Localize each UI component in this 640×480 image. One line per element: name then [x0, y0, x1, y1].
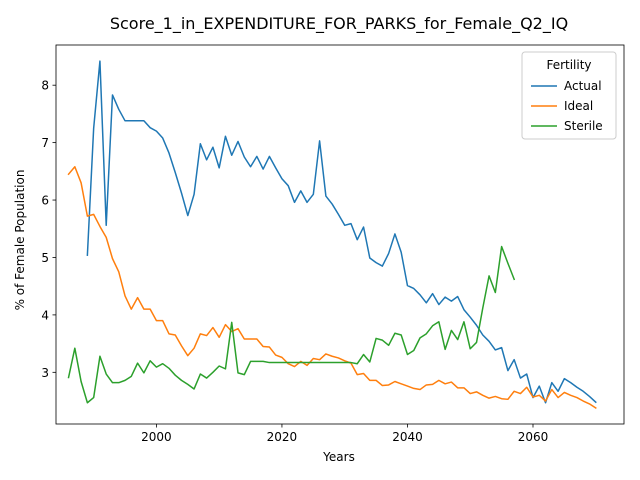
legend-box: [521, 51, 617, 140]
y-tick-label: 7: [41, 136, 49, 150]
series-lines: [67, 60, 597, 409]
plot-area: 2000 2020 2040 2060 3 4 5 6 7 8: [41, 44, 625, 444]
legend-label-ideal: Ideal: [564, 99, 593, 113]
y-tick-label: 5: [41, 251, 49, 265]
y-tick-label: 3: [41, 366, 49, 380]
x-axis-label: Years: [322, 450, 355, 464]
x-tick-label: 2040: [392, 430, 423, 444]
axes-frame: [55, 44, 625, 425]
legend-title: Fertility: [546, 58, 591, 72]
legend: Fertility Actual Ideal Sterile: [521, 51, 617, 140]
series-line-actual: [86, 60, 597, 404]
series-line-sterile: [67, 245, 516, 404]
x-tick-label: 2060: [518, 430, 549, 444]
y-tick-label: 4: [41, 308, 49, 322]
legend-label-sterile: Sterile: [564, 119, 603, 133]
y-tick-label: 6: [41, 194, 49, 208]
x-tick-label: 2000: [141, 430, 172, 444]
y-tick-label: 8: [41, 79, 49, 93]
x-tick-label: 2020: [267, 430, 298, 444]
series-line-ideal: [67, 165, 597, 409]
chart-title: Score_1_in_EXPENDITURE_FOR_PARKS_for_Fem…: [110, 14, 568, 34]
y-axis-label: % of Female Population: [13, 170, 27, 311]
legend-label-actual: Actual: [564, 79, 602, 93]
